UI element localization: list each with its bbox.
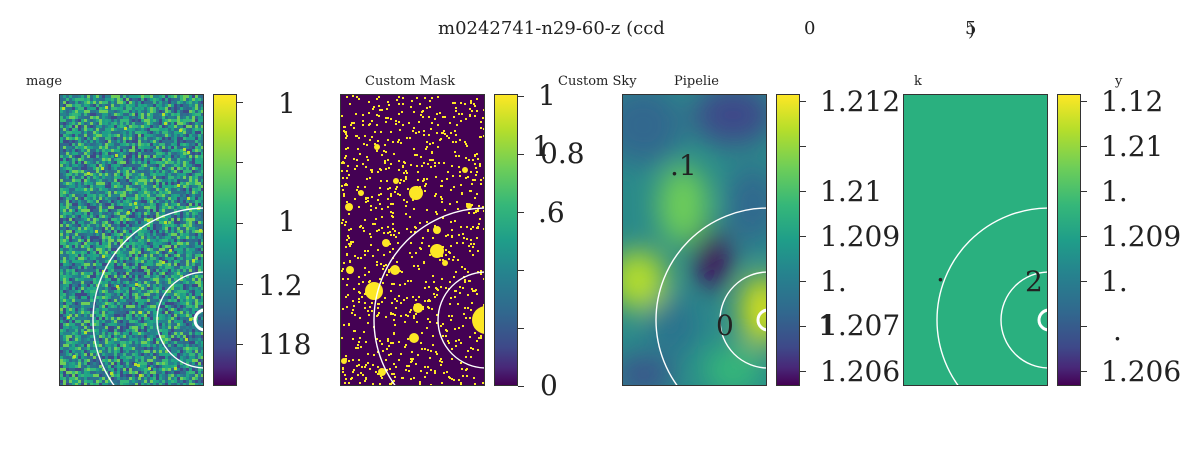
colorbar-tick (518, 212, 524, 214)
figure-title-paren: ) (968, 20, 976, 41)
sky-overlay-label-3: 1 (818, 309, 836, 342)
figure-title-ccd-number: 0 (804, 18, 816, 39)
flat-sky-panel (903, 94, 1048, 386)
colorbar-tick-label: 1.212 (820, 85, 901, 118)
sky-overlay-label-2: 0 (716, 309, 734, 342)
colorbar-tick-label: 1.12 (1101, 85, 1164, 118)
colorbar-tick-label: 0.8 (540, 137, 585, 170)
colorbar-tick (1081, 146, 1087, 148)
sky-overlay-label-1: .1 (670, 149, 697, 182)
image-noise-plot (60, 95, 203, 385)
colorbar-tick (800, 101, 806, 103)
colorbar-tick (800, 236, 806, 238)
colorbar-tick-label: 1 (278, 205, 296, 238)
colorbar-tick (518, 386, 524, 388)
colorbar-tick (237, 284, 243, 286)
colorbar-tick (1081, 191, 1087, 193)
colorbar-tick-label: 1.21 (1101, 130, 1164, 163)
colorbar-tick-label: 1.2 (258, 269, 303, 302)
panel-title-custom-mask: Custom Mask (365, 74, 456, 89)
colorbar-tick (800, 281, 806, 283)
flat-overlay-label-3: . (1113, 314, 1122, 347)
colorbar-tick (800, 191, 806, 193)
colorbar-tick-label: 1.209 (1101, 220, 1182, 253)
colorbar-tick (518, 270, 524, 272)
panel-title-custom-sky: Custom Sky (558, 74, 637, 89)
colorbar-flat-sky (1057, 94, 1081, 386)
colorbar-tick (518, 328, 524, 330)
colorbar-pipeline-sky (776, 94, 800, 386)
flat-overlay-label-1: . (936, 255, 945, 288)
colorbar-tick (1081, 371, 1087, 373)
panel-title-image: mage (26, 74, 63, 89)
custom-mask-panel (340, 94, 485, 386)
colorbar-tick-label: 1. (1101, 175, 1128, 208)
image-panel (59, 94, 204, 386)
colorbar-title-y: y (1115, 74, 1123, 89)
colorbar-tick (1081, 101, 1087, 103)
colorbar-tick (237, 102, 243, 104)
panel-title-pipeline: Pipelie (674, 74, 719, 89)
colorbar-tick (800, 371, 806, 373)
colorbar-image (213, 94, 237, 386)
colorbar-tick (800, 146, 806, 148)
colorbar-tick-label: 1.209 (820, 220, 901, 253)
figure-title: m0242741-n29-60-z (ccd (438, 18, 665, 39)
colorbar-tick-label: 1 (538, 79, 556, 112)
colorbar-tick-label: 1.21 (820, 175, 883, 208)
colorbar-tick (1081, 236, 1087, 238)
colorbar-tick-label: .6 (538, 196, 565, 229)
colorbar-tick-label: 118 (258, 328, 312, 361)
mask-overlay-label: 1 (532, 130, 550, 163)
colorbar-tick-label: 1.207 (820, 309, 901, 342)
pipeline-sky-plot (623, 95, 766, 385)
colorbar-tick (237, 162, 243, 164)
colorbar-tick-label: 1.206 (1101, 355, 1182, 388)
pipeline-sky-panel (622, 94, 767, 386)
colorbar-tick-label: 1. (820, 265, 847, 298)
custom-mask-plot (341, 95, 484, 385)
colorbar-tick (518, 154, 524, 156)
colorbar-tick (518, 96, 524, 98)
colorbar-tick-label: 0 (540, 369, 558, 402)
colorbar-tick (237, 344, 243, 346)
figure-title-number: 5 (965, 18, 977, 39)
colorbar-tick-label: 1. (1101, 265, 1128, 298)
flat-sky-plot (904, 95, 1047, 385)
colorbar-tick-label: 1.206 (820, 355, 901, 388)
colorbar-tick-label: 1 (278, 87, 296, 120)
flat-overlay-label-2: 2 (1025, 265, 1043, 298)
colorbar-tick (237, 223, 243, 225)
colorbar-tick (1081, 281, 1087, 283)
panel-title-k: k (914, 74, 922, 89)
colorbar-tick (1081, 326, 1087, 328)
colorbar-mask (494, 94, 518, 386)
colorbar-tick (800, 326, 806, 328)
